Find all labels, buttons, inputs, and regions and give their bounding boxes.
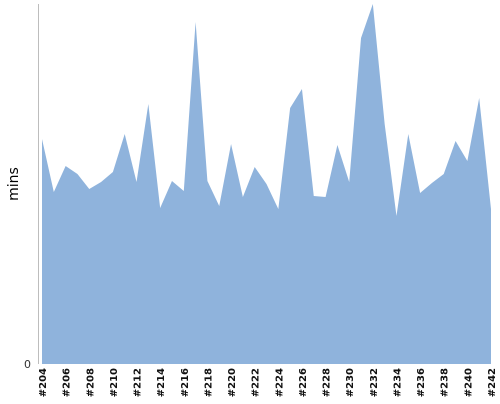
x-tick-label: #230	[345, 368, 356, 397]
x-tick-label: #210	[109, 368, 120, 397]
x-tick-label: #212	[133, 368, 144, 397]
x-tick-label: #240	[463, 368, 474, 397]
x-tick-label: #204	[38, 368, 49, 397]
y-axis-title: mins	[6, 167, 22, 201]
x-tick-label: #242	[487, 368, 498, 397]
x-tick-label: #236	[416, 368, 427, 397]
x-tick-label: #214	[156, 368, 167, 397]
x-tick-label: #224	[274, 368, 285, 397]
series-area	[42, 4, 491, 364]
area-layer	[42, 4, 491, 364]
x-tick-label: #220	[227, 368, 238, 397]
y-tick-labels: 0	[24, 358, 31, 371]
x-tick-labels: #204 #206 #208 #210 #212 #214 #216 #218 #220 #222…	[38, 368, 498, 397]
x-tick-label: #218	[203, 368, 214, 397]
x-tick-label: #216	[180, 368, 191, 397]
x-tick-label: #234	[392, 368, 403, 397]
x-tick-label: #222	[251, 368, 262, 397]
x-tick-label: #228	[322, 368, 333, 397]
x-tick-label: #208	[85, 368, 96, 397]
x-tick-label: #226	[298, 368, 309, 397]
x-tick-label: #238	[440, 368, 451, 397]
y-tick-label: 0	[24, 358, 31, 371]
x-tick-label: #232	[369, 368, 380, 397]
x-tick-label: #206	[62, 368, 73, 397]
